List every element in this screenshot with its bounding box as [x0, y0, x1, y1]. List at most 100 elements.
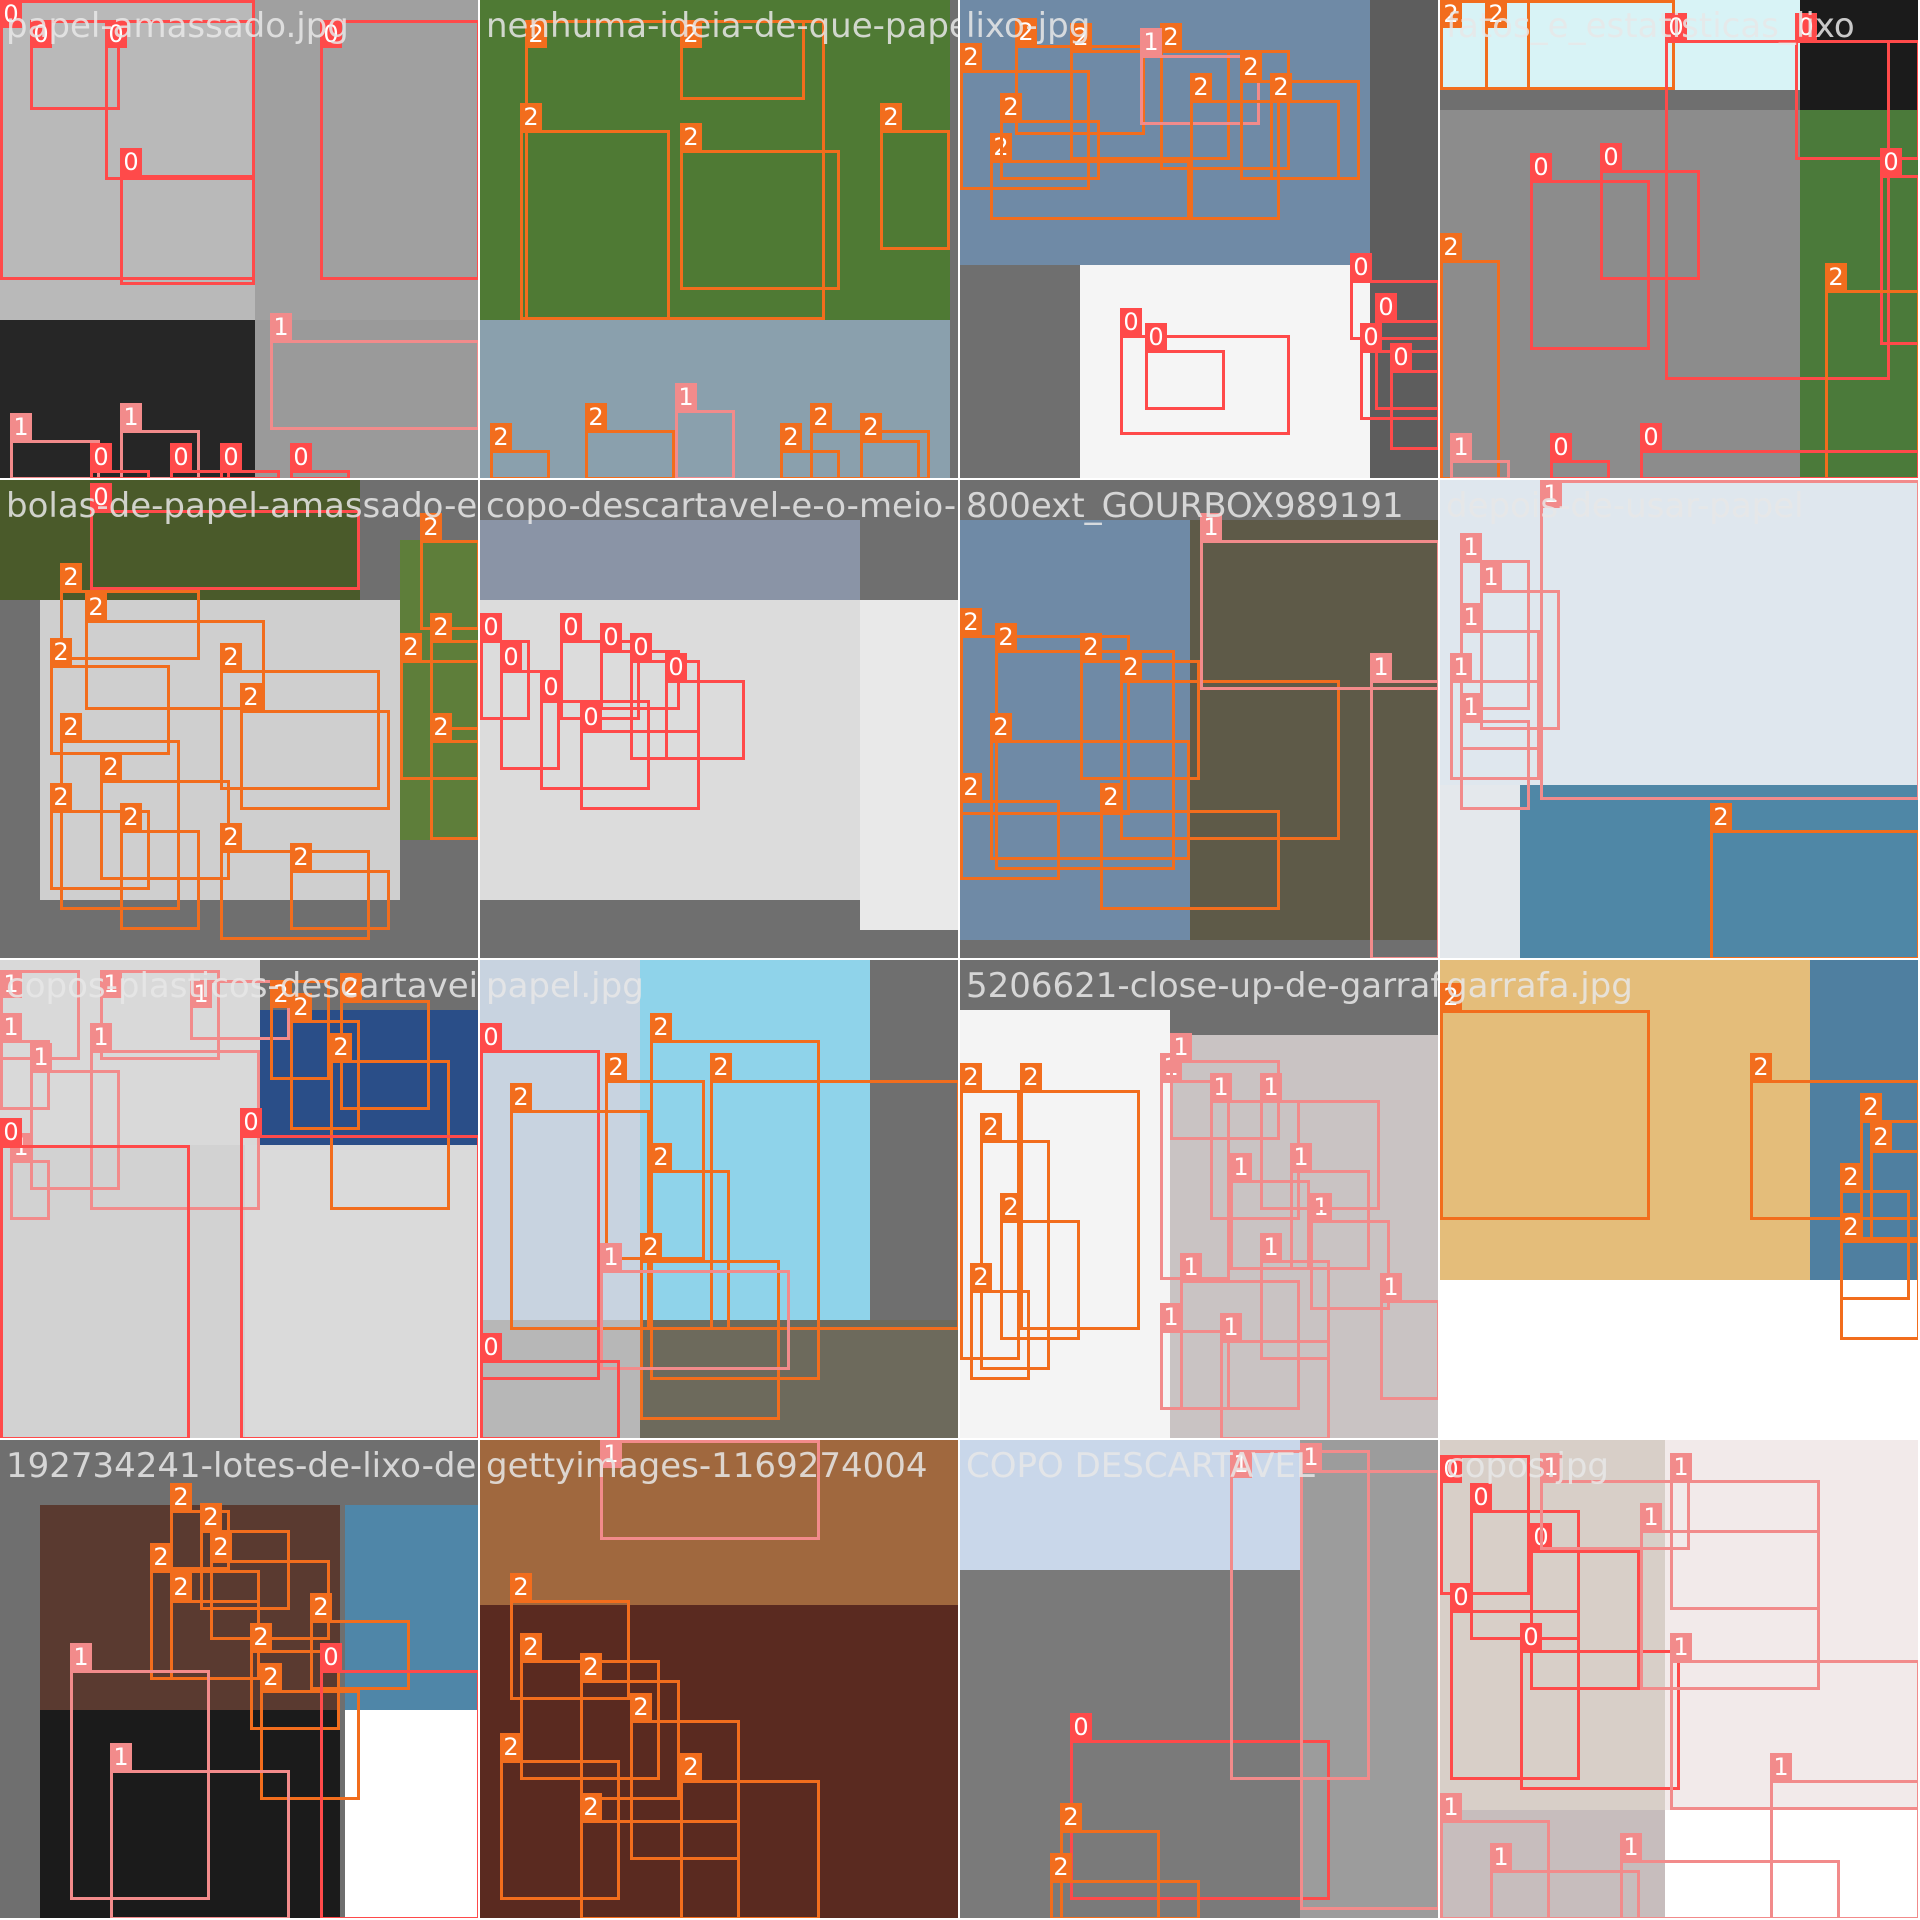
detection-box: 1 — [1450, 433, 1510, 478]
class-label: 0 — [0, 1118, 22, 1146]
tile-photo — [255, 0, 478, 320]
class-label: 0 — [1600, 143, 1622, 171]
mosaic-tile: 1 1 1 1 1 1 1 2 2 2 2 0 0 copos-plasticos-descartavei… — [0, 960, 480, 1440]
class-label: 1 — [1290, 1143, 1312, 1171]
class-label: 2 — [1825, 263, 1847, 291]
class-label: 1 — [1480, 563, 1502, 591]
detection-box: 1 — [1770, 1753, 1918, 1918]
class-label: 2 — [170, 1483, 192, 1511]
detection-box: 2 — [50, 783, 150, 890]
class-label: 0 — [1070, 1713, 1092, 1741]
class-label: 2 — [960, 608, 982, 636]
mosaic-tile: 1 2 2 2 2 2 2 2 gettyimages-1169274004 — [480, 1440, 960, 1920]
class-label: 2 — [630, 1693, 652, 1721]
class-label: 2 — [290, 993, 312, 1021]
class-label: 1 — [1640, 1503, 1662, 1531]
class-label: 1 — [1540, 480, 1562, 508]
detection-box: 1 — [100, 970, 220, 1060]
detection-box: 2 — [240, 683, 390, 810]
detection-box: 0 — [600, 623, 680, 710]
class-label: 1 — [1170, 1033, 1192, 1061]
class-label: 2 — [1750, 1053, 1772, 1081]
detection-box: 2 — [630, 1693, 740, 1860]
class-label: 1 — [1220, 1313, 1242, 1341]
detection-box: 0 — [1450, 1583, 1580, 1780]
detection-box: 2 — [1270, 73, 1340, 180]
class-label: 1 — [1450, 433, 1472, 461]
class-label: 1 — [1230, 1450, 1252, 1478]
tile-photo — [1800, 0, 1918, 110]
detection-box: 0 — [1145, 323, 1225, 410]
class-label: 0 — [220, 443, 242, 471]
class-label: 0 — [1520, 1623, 1542, 1651]
class-label: 2 — [1860, 1093, 1882, 1121]
detection-box: 2 — [970, 1263, 1030, 1380]
class-label: 2 — [780, 423, 802, 451]
detection-box: 0 — [320, 1643, 478, 1918]
class-label: 0 — [540, 673, 562, 701]
class-label: 2 — [210, 1533, 232, 1561]
detection-box: 2 — [430, 713, 478, 840]
class-label: 1 — [600, 1243, 622, 1271]
tile-photo — [480, 520, 860, 600]
detection-box: 2 — [640, 1233, 780, 1420]
class-label: 2 — [990, 713, 1012, 741]
detection-box: 1 — [1140, 28, 1260, 125]
class-label: 2 — [1100, 783, 1122, 811]
detection-box: 1 — [1540, 480, 1918, 800]
detection-box: 2 — [1000, 93, 1100, 180]
detection-box: 0 — [1550, 433, 1610, 478]
class-label: 0 — [1450, 1583, 1472, 1611]
class-label: 2 — [340, 973, 362, 1001]
class-label: 2 — [1710, 803, 1732, 831]
tile-photo — [1080, 265, 1370, 478]
class-label: 2 — [50, 783, 72, 811]
class-label: 1 — [0, 970, 22, 998]
tile-photo — [345, 1505, 478, 1710]
class-label: 2 — [1240, 53, 1262, 81]
mosaic-tile: 2 2 2 2 2 2 2 1 1 800ext_GOURBOX989191 — [960, 480, 1440, 960]
class-label: 0 — [1550, 433, 1572, 461]
detection-box: 2 — [170, 1573, 260, 1680]
detection-box: 2 — [1050, 1853, 1200, 1918]
mosaic-tile: 2 2 2 2 2 2 garrafa.jpg — [1440, 960, 1920, 1440]
class-label: 0 — [1390, 343, 1412, 371]
detection-box: 2 — [585, 403, 675, 478]
class-label: 0 — [665, 653, 687, 681]
detection-box: 0 — [1440, 1455, 1530, 1595]
detection-box: 2 — [1710, 803, 1918, 958]
tile-photo — [1665, 1440, 1918, 1810]
detection-box: 2 — [270, 980, 330, 1080]
detection-box: 0 — [90, 443, 150, 478]
detection-box: 1 — [600, 1243, 790, 1370]
detection-box: 2 — [1000, 1193, 1080, 1340]
detection-box: 2 — [260, 1663, 360, 1800]
class-label: 2 — [1015, 18, 1037, 46]
detection-box: 0 — [480, 1023, 600, 1380]
detection-box: 1 — [1490, 1843, 1640, 1918]
class-label: 2 — [200, 1503, 222, 1531]
mosaic-tile: 22222222110192734241-lotes-de-lixo-de-pa… — [0, 1440, 480, 1920]
detection-box: 1 — [675, 383, 735, 478]
tile-photo — [480, 0, 950, 320]
detection-box: 0 — [220, 443, 280, 478]
class-label: 0 — [560, 613, 582, 641]
class-label: 2 — [650, 1143, 672, 1171]
class-label: 2 — [1270, 73, 1292, 101]
detection-box: 2 — [710, 1053, 958, 1330]
class-label: 2 — [1190, 73, 1212, 101]
detection-box: 2 — [1870, 1123, 1918, 1240]
class-label: 2 — [880, 103, 902, 131]
detection-box: 1 — [1540, 1453, 1690, 1550]
detection-box: 0 — [240, 1108, 478, 1438]
class-label: 0 — [1665, 13, 1687, 41]
class-label: 2 — [810, 403, 832, 431]
detection-box: 1 — [1380, 1273, 1438, 1400]
detection-box: 2 — [520, 103, 670, 320]
detection-box: 0 — [290, 443, 350, 478]
tile-photo — [1440, 960, 1810, 1280]
detection-box: 1 — [1480, 563, 1560, 730]
mosaic-tile: 2 2 0 0 0 0 0 2 2 0 1 0 fatos_e_estatisticas_lixo — [1440, 0, 1920, 480]
detection-box: 1 — [120, 403, 200, 478]
